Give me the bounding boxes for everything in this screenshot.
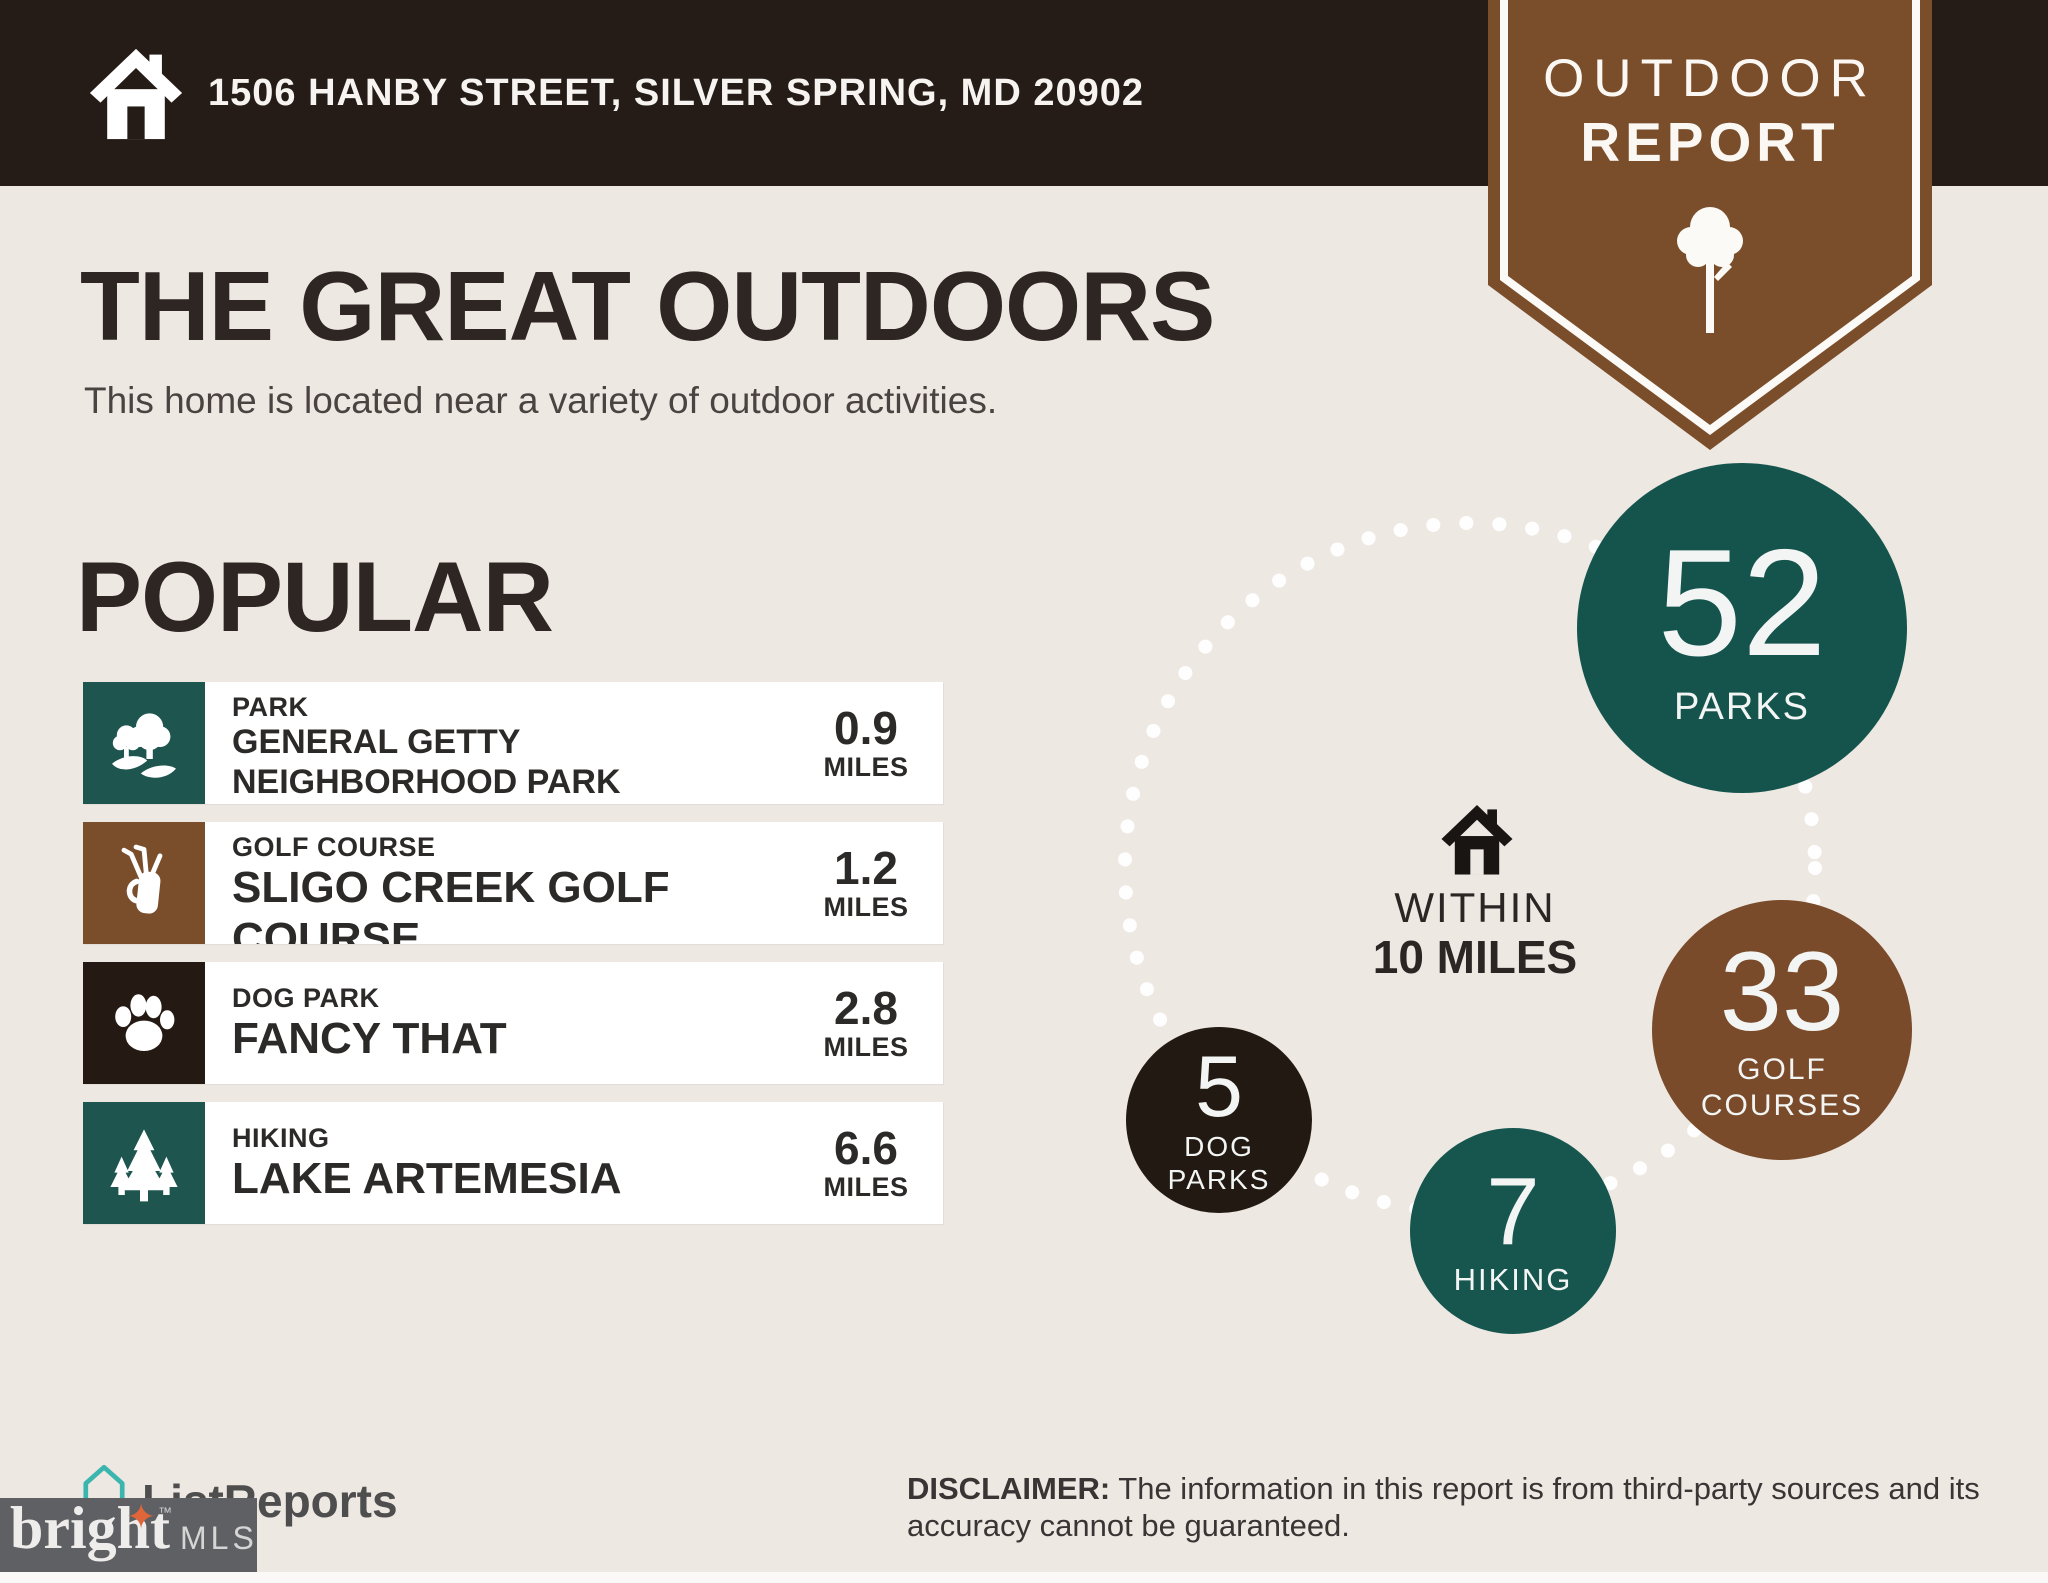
item-category: HIKING <box>232 1122 330 1153</box>
item-name: SLIGO CREEK GOLF COURSE <box>232 863 670 944</box>
badge-line1: OUTDOOR <box>1543 49 1877 108</box>
mls-label: MLS <box>180 1520 258 1556</box>
bright-wordmark: bright <box>10 1495 171 1561</box>
radius-label-line1: WITHIN <box>1394 884 1556 931</box>
disclaimer: DISCLAIMER: The information in this repo… <box>907 1470 1982 1544</box>
pine-trees-icon <box>83 1102 205 1224</box>
golf-bag-icon <box>83 822 205 944</box>
radius-label-line2: 10 MILES <box>1372 931 1578 983</box>
item-category: PARK <box>232 692 309 722</box>
stat-circle-parks: 52 PARKS <box>1577 463 1907 793</box>
item-distance: 6.6 MILES <box>823 1121 909 1202</box>
disclaimer-label: DISCLAIMER: <box>907 1471 1111 1506</box>
popular-heading: POPULAR <box>76 541 554 652</box>
disclaimer-text: The information in this report is from t… <box>907 1471 1980 1543</box>
bottom-edge-strip <box>0 1572 2048 1583</box>
item-distance: 2.8 MILES <box>823 981 909 1062</box>
page-title: THE GREAT OUTDOORS <box>80 251 1215 361</box>
item-name: LAKE ARTEMESIA <box>232 1153 622 1203</box>
property-address: 1506 HANBY STREET, SILVER SPRING, MD 209… <box>208 71 1145 114</box>
stat-circle-golf-courses: 33 GOLF COURSES <box>1652 900 1912 1160</box>
list-item-dog-park: DOG PARK FANCY THAT 2.8 MILES <box>83 962 943 1084</box>
home-icon <box>1441 804 1513 875</box>
trademark-symbol: ™ <box>158 1504 172 1520</box>
item-category: DOG PARK <box>232 982 380 1013</box>
tree-icon <box>1677 207 1743 333</box>
bright-mls-logo: bright ✦ ™ MLS <box>0 1495 258 1572</box>
listreports-house-icon <box>83 1464 125 1511</box>
list-item-hiking: HIKING LAKE ARTEMESIA 6.6 MILES <box>83 1102 943 1224</box>
park-trees-icon <box>83 682 205 804</box>
stat-circle-dog-parks: 5 DOG PARKS <box>1126 1027 1312 1213</box>
stat-circle-hiking: 7 HIKING <box>1410 1128 1616 1334</box>
popular-list: PARK GENERAL GETTY NEIGHBORHOOD PARK 0.9… <box>83 682 943 1242</box>
item-name: FANCY THAT <box>232 1013 507 1063</box>
list-item-park: PARK GENERAL GETTY NEIGHBORHOOD PARK 0.9… <box>83 682 943 804</box>
item-distance: 0.9 MILES <box>823 701 909 782</box>
home-icon <box>89 48 183 140</box>
star-icon: ✦ <box>126 1496 157 1537</box>
item-distance: 1.2 MILES <box>823 841 909 922</box>
item-category: GOLF COURSE <box>232 832 436 862</box>
badge-line2: REPORT <box>1580 111 1840 173</box>
list-item-golf: GOLF COURSE SLIGO CREEK GOLF COURSE 1.2 … <box>83 822 943 944</box>
page-subtitle: This home is located near a variety of o… <box>84 380 998 421</box>
item-name: GENERAL GETTY NEIGHBORHOOD PARK <box>232 723 621 801</box>
paw-icon <box>83 962 205 1084</box>
outdoor-report-badge: OUTDOOR REPORT <box>1488 0 1932 462</box>
